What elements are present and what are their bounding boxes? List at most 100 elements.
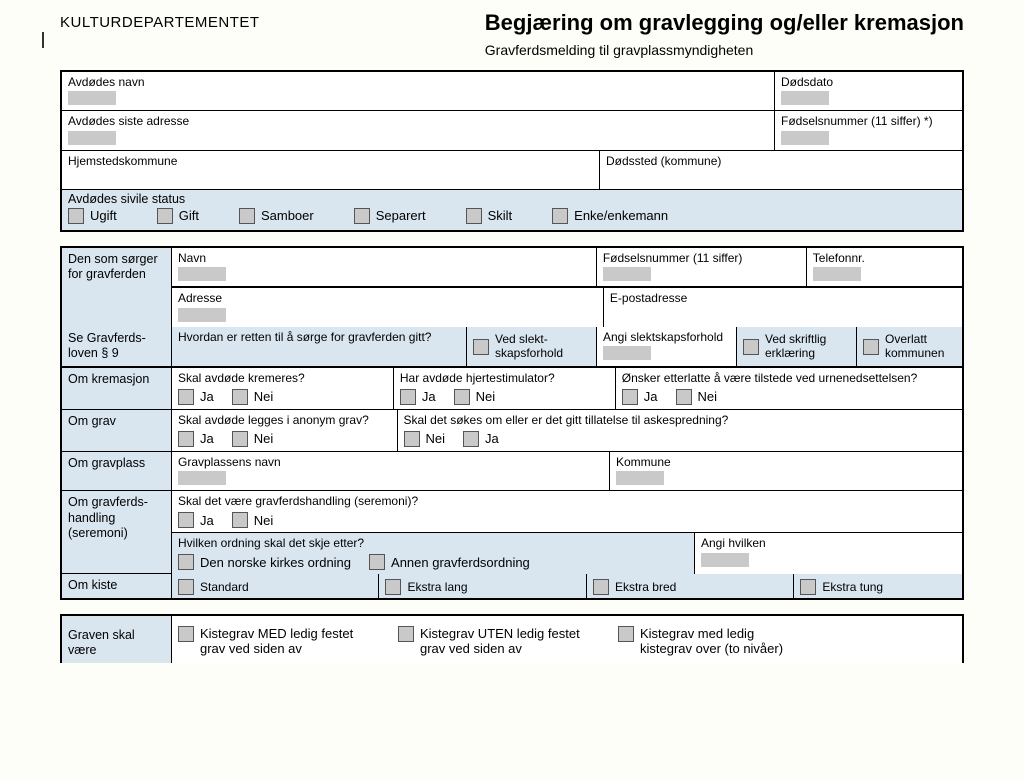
side-ceremony-text: Om gravferds-handling (seremoni) — [68, 495, 165, 542]
label-resp-fnr: Fødselsnummer (11 siffer) — [603, 251, 800, 265]
label-death-date: Dødsdato — [781, 75, 956, 89]
side-cremation-text: Om kremasjon — [68, 372, 165, 388]
field-crem-q3: Ønsker etterlatte å være tilstede ved ur… — [616, 368, 962, 410]
input-deceased-name[interactable] — [68, 91, 116, 105]
field-deceased-name: Avdødes navn — [62, 72, 775, 111]
crem-q3-yes[interactable]: Ja — [622, 389, 658, 405]
cer-opt1[interactable]: Den norske kirkes ordning — [178, 554, 351, 570]
input-last-address[interactable] — [68, 131, 116, 145]
side-law-ref-text: Se Gravferds-loven § 9 — [68, 331, 165, 362]
crem-q1-no[interactable]: Nei — [232, 389, 274, 405]
field-resp-name: Navn — [172, 248, 597, 287]
crem-q3-no[interactable]: Nei — [676, 389, 718, 405]
coffin-bred[interactable]: Ekstra bred — [587, 574, 794, 598]
side-law-ref: Se Gravferds-loven § 9 — [62, 327, 172, 367]
coffin-tung[interactable]: Ekstra tung — [794, 574, 962, 598]
label-cer-q2: Hvilken ordning skal det skje etter? — [178, 536, 688, 550]
field-home-muni: Hjemstedskommune — [62, 151, 600, 189]
section-deceased: Avdødes navn Dødsdato Avdødes siste adre… — [60, 70, 964, 232]
checkbox-icon — [232, 512, 248, 528]
input-resp-phone[interactable] — [813, 267, 861, 281]
responsible-block: Navn Fødselsnummer (11 siffer) Telefonnr… — [172, 248, 962, 327]
label-right-q: Hvordan er retten til å sørge for gravfe… — [178, 330, 460, 346]
side-responsible: Den som sørger for gravferden — [62, 248, 172, 327]
opt-skriftlig[interactable]: Ved skriftlig erklæring — [737, 327, 857, 367]
section-grave-type: Graven skal være Kistegrav MED ledig fes… — [60, 614, 964, 663]
cer-q1-no[interactable]: Nei — [232, 512, 274, 528]
checkbox-icon — [743, 339, 759, 355]
decorative-pipe — [42, 32, 44, 48]
label-yard-muni: Kommune — [616, 455, 956, 469]
checkbox-icon — [178, 554, 194, 570]
grave-type-opts: Kistegrav MED ledig festet grav ved side… — [172, 616, 962, 663]
checkbox-icon — [232, 389, 248, 405]
field-fnr: Fødselsnummer (11 siffer) *) — [775, 111, 962, 150]
side-grave-type: Graven skal være — [62, 616, 172, 663]
crem-q2-yes[interactable]: Ja — [400, 389, 436, 405]
checkbox-icon — [454, 389, 470, 405]
label-resp-phone: Telefonnr. — [813, 251, 956, 265]
field-death-date: Dødsdato — [775, 72, 962, 111]
checkbox-icon — [385, 579, 401, 595]
opt-samboer[interactable]: Samboer — [239, 208, 314, 224]
crem-q1-yes[interactable]: Ja — [178, 389, 214, 405]
checkbox-icon — [622, 389, 638, 405]
opt-skilt[interactable]: Skilt — [466, 208, 513, 224]
grave-q2-yes[interactable]: Ja — [463, 431, 499, 447]
grave-q1-yes[interactable]: Ja — [178, 431, 214, 447]
opt-gift[interactable]: Gift — [157, 208, 199, 224]
input-cer-which[interactable] — [701, 553, 749, 567]
input-rel[interactable] — [603, 346, 651, 360]
input-yard-muni[interactable] — [616, 471, 664, 485]
label-rel: Angi slektskapsforhold — [603, 330, 730, 344]
checkbox-icon — [157, 208, 173, 224]
gt-opt2[interactable]: Kistegrav UTEN ledig festet grav ved sid… — [398, 626, 588, 657]
label-resp-addr: Adresse — [178, 291, 597, 305]
coffin-standard[interactable]: Standard — [172, 574, 379, 598]
input-resp-addr[interactable] — [178, 308, 226, 322]
opt-separert[interactable]: Separert — [354, 208, 426, 224]
label-crem-q3: Ønsker etterlatte å være tilstede ved ur… — [622, 371, 956, 385]
field-cer-q2: Hvilken ordning skal det skje etter? Den… — [172, 533, 695, 574]
grave-q1-no[interactable]: Nei — [232, 431, 274, 447]
label-last-address: Avdødes siste adresse — [68, 114, 768, 128]
checkbox-icon — [232, 431, 248, 447]
input-fnr[interactable] — [781, 131, 829, 145]
label-yard-name: Gravplassens navn — [178, 455, 603, 469]
label-deceased-name: Avdødes navn — [68, 75, 768, 89]
checkbox-icon — [552, 208, 568, 224]
label-cer-q1: Skal det være gravferdshandling (seremon… — [178, 494, 956, 508]
cer-opt2[interactable]: Annen gravferdsordning — [369, 554, 530, 570]
checkbox-icon — [239, 208, 255, 224]
opt-enke[interactable]: Enke/enkemann — [552, 208, 668, 224]
input-resp-name[interactable] — [178, 267, 226, 281]
checkbox-icon — [369, 554, 385, 570]
grave-q2-no[interactable]: Nei — [404, 431, 446, 447]
input-yard-name[interactable] — [178, 471, 226, 485]
form-page: KULTURDEPARTEMENTET Begjæring om gravleg… — [0, 0, 1024, 663]
field-resp-phone: Telefonnr. — [807, 248, 962, 287]
label-civil-status: Avdødes sivile status — [68, 192, 956, 206]
side-grave-text: Om grav — [68, 414, 165, 430]
label-grave-q1: Skal avdøde legges i anonym grav? — [178, 413, 391, 427]
cer-q1-yes[interactable]: Ja — [178, 512, 214, 528]
civil-status-row: Avdødes sivile status Ugift Gift Samboer… — [62, 189, 962, 230]
side-coffin: Om kiste — [62, 574, 172, 598]
field-resp-addr: Adresse — [172, 288, 604, 326]
checkbox-icon — [354, 208, 370, 224]
input-resp-fnr[interactable] — [603, 267, 651, 281]
field-resp-fnr: Fødselsnummer (11 siffer) — [597, 248, 807, 287]
opt-ugift[interactable]: Ugift — [68, 208, 117, 224]
gt-opt1[interactable]: Kistegrav MED ledig festet grav ved side… — [178, 626, 368, 657]
crem-q2-no[interactable]: Nei — [454, 389, 496, 405]
checkbox-icon — [398, 626, 414, 642]
opt-slekt[interactable]: Ved slekt-skapsforhold — [467, 327, 597, 367]
page-subtitle: Gravferdsmelding til gravplassmyndighete… — [485, 42, 964, 58]
gt-opt3[interactable]: Kistegrav med ledig kistegrav over (to n… — [618, 626, 808, 657]
input-death-date[interactable] — [781, 91, 829, 105]
label-death-place: Dødssted (kommune) — [606, 154, 956, 168]
coffin-lang[interactable]: Ekstra lang — [379, 574, 586, 598]
opt-kommunen[interactable]: Overlatt kommunen — [857, 327, 962, 367]
section-details: Den som sørger for gravferden Navn Fødse… — [60, 246, 964, 600]
page-title: Begjæring om gravlegging og/eller kremas… — [485, 10, 964, 36]
